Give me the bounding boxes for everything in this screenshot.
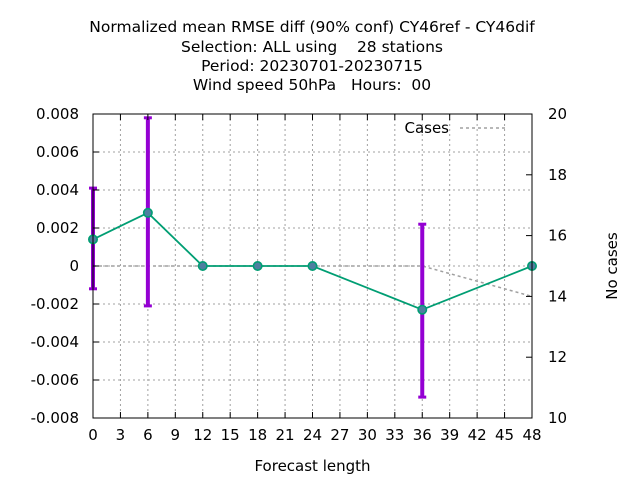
x-tick-label: 21	[276, 426, 295, 444]
y2-axis-label: No cases	[603, 232, 621, 300]
title-line-3: Period: 20230701-20230715	[201, 57, 423, 75]
x-tick-label: 45	[495, 426, 514, 444]
data-point	[142, 207, 153, 218]
x-tick-label: 6	[143, 426, 153, 444]
y2-axis-ticks: 10 12 14 16 18 20	[526, 105, 567, 427]
title-line-2: Selection: ALL using 28 stations	[181, 38, 443, 56]
y2-tick-label: 12	[548, 348, 567, 366]
y2-tick-label: 14	[548, 287, 567, 305]
y-tick-label: 0.004	[36, 181, 79, 199]
rmse-markers	[88, 207, 537, 315]
x-axis-label: Forecast length	[254, 457, 370, 475]
x-tick-label: 0	[88, 426, 98, 444]
chart-title: Normalized mean RMSE diff (90% conf) CY4…	[89, 18, 535, 94]
y2-tick-label: 18	[548, 166, 567, 184]
y2-tick-label: 20	[548, 105, 567, 123]
y-tick-label: -0.008	[31, 409, 79, 427]
y2-tick-label: 16	[548, 227, 567, 245]
x-axis-ticks: 0 3 6 9 12 15 18 21 24 27 30 33 36 39 42 45 48	[88, 114, 542, 444]
y-axis-ticks: -0.008 -0.006 -0.004 -0.002 0 0.002 0.004 0.006…	[31, 105, 99, 427]
x-tick-label: 30	[358, 426, 377, 444]
data-point	[197, 260, 208, 271]
y-tick-label: 0.008	[36, 105, 79, 123]
data-point	[417, 304, 428, 315]
y2-tick-label: 10	[548, 409, 567, 427]
x-tick-label: 12	[193, 426, 212, 444]
legend: Cases	[404, 119, 506, 137]
x-tick-label: 15	[221, 426, 240, 444]
title-line-4: Wind speed 50hPa Hours: 00	[193, 76, 431, 94]
x-tick-label: 48	[522, 426, 541, 444]
x-tick-label: 27	[330, 426, 349, 444]
x-tick-label: 3	[116, 426, 126, 444]
y-tick-label: 0	[69, 257, 79, 275]
legend-label-cases: Cases	[404, 119, 449, 137]
x-tick-label: 33	[385, 426, 404, 444]
y-tick-label: 0.002	[36, 219, 79, 237]
x-tick-label: 36	[413, 426, 432, 444]
y-tick-label: -0.006	[31, 371, 79, 389]
y-tick-label: -0.002	[31, 295, 79, 313]
data-point	[307, 260, 318, 271]
x-tick-label: 39	[440, 426, 459, 444]
x-tick-label: 42	[468, 426, 487, 444]
x-tick-label: 24	[303, 426, 322, 444]
x-tick-label: 18	[248, 426, 267, 444]
title-line-1: Normalized mean RMSE diff (90% conf) CY4…	[89, 18, 535, 36]
y-tick-label: 0.006	[36, 143, 79, 161]
x-tick-label: 9	[171, 426, 181, 444]
data-point	[252, 260, 263, 271]
y-tick-label: -0.004	[31, 333, 79, 351]
